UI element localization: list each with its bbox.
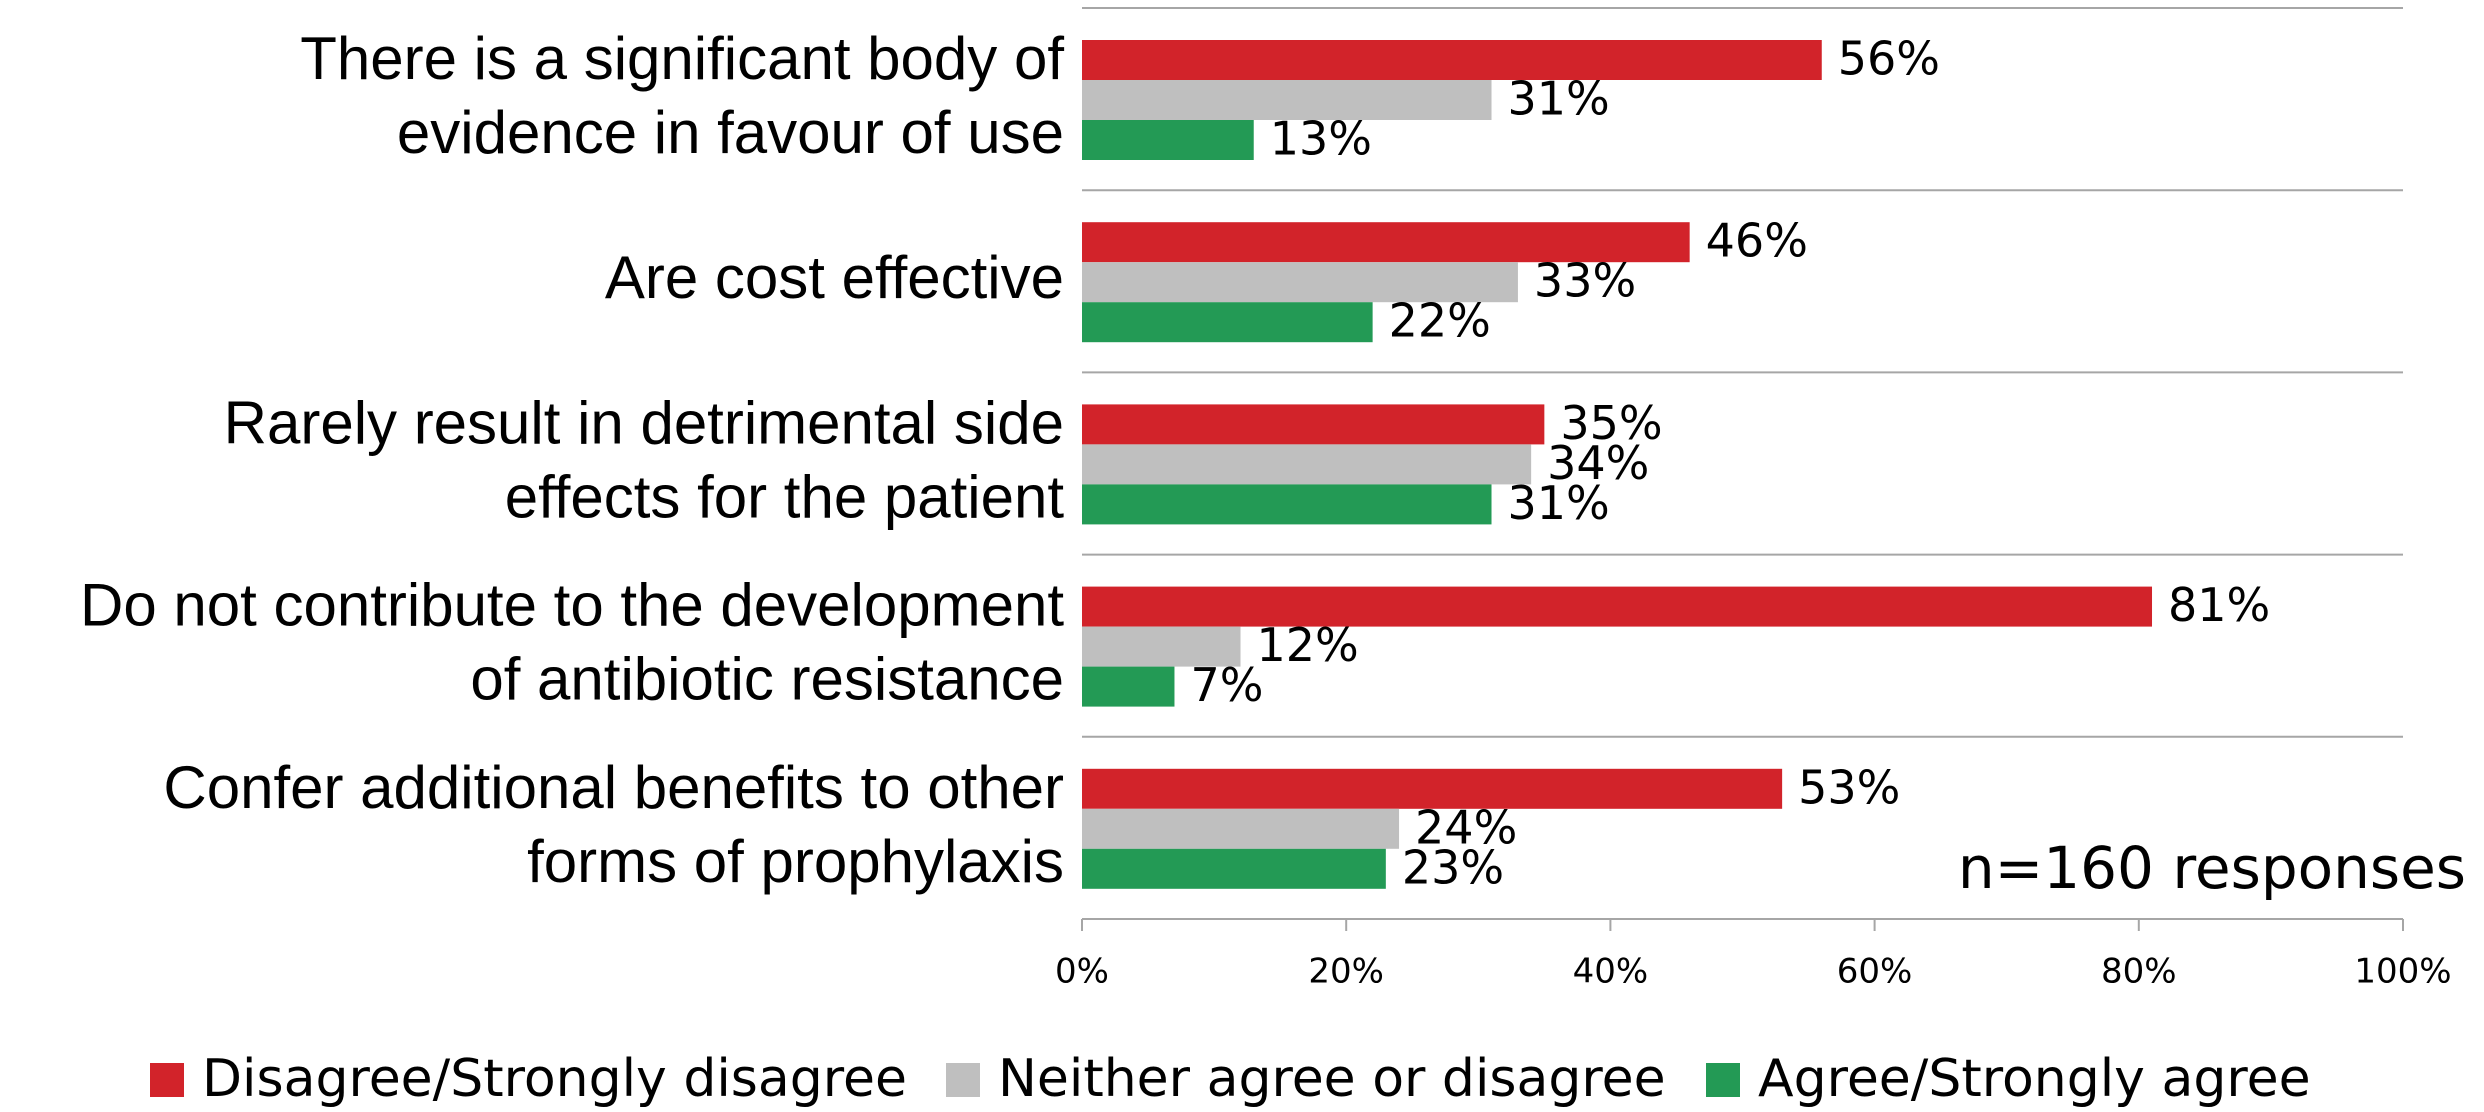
bar <box>1082 80 1492 120</box>
x-tick-label: 0% <box>1055 952 1109 992</box>
bar <box>1082 484 1492 525</box>
legend-label: Neither agree or disagree <box>998 1049 1666 1109</box>
value-label: 81% <box>2168 578 2270 632</box>
value-label: 7% <box>1190 658 1263 712</box>
value-label: 24% <box>1415 800 1517 854</box>
value-label: 13% <box>1270 112 1372 166</box>
value-label: 46% <box>1706 214 1808 268</box>
x-tick-label: 40% <box>1573 952 1649 992</box>
bar <box>1082 808 1400 849</box>
legend-swatch <box>1706 1063 1740 1097</box>
y-tick-label: Rarely result in detrimental side effects… <box>224 389 1065 530</box>
bar <box>1082 120 1254 160</box>
value-label: 35% <box>1560 396 1662 450</box>
bar <box>1082 666 1175 707</box>
bar <box>1082 222 1690 263</box>
bar <box>1082 626 1241 667</box>
bar <box>1082 768 1783 809</box>
bar <box>1082 262 1518 303</box>
x-tick-label: 20% <box>1308 952 1384 992</box>
bar <box>1082 848 1386 889</box>
y-tick-label: There is a significant body of evidence i… <box>300 25 1064 166</box>
value-label: 23% <box>1402 840 1504 894</box>
value-label: 34% <box>1547 436 1649 490</box>
bar <box>1082 404 1545 445</box>
x-tick-label: 80% <box>2101 952 2177 992</box>
bar <box>1082 444 1532 485</box>
value-label: 53% <box>1798 760 1900 814</box>
legend-swatch <box>150 1063 184 1097</box>
y-tick-label: Are cost effective <box>605 244 1064 311</box>
value-label: 33% <box>1534 254 1636 308</box>
legend-label: Agree/Strongly agree <box>1758 1049 2311 1109</box>
bar <box>1082 40 1822 80</box>
value-label: 56% <box>1838 32 1940 86</box>
legend-swatch <box>946 1063 980 1097</box>
y-tick-label: Do not contribute to the development of a… <box>80 571 1064 712</box>
bar <box>1082 302 1373 343</box>
value-label: 22% <box>1389 294 1491 348</box>
x-tick-label: 100% <box>2354 952 2451 992</box>
annotation: n=160 responses <box>1958 834 2466 902</box>
value-label: 31% <box>1508 72 1610 126</box>
bar <box>1082 586 2153 627</box>
legend-label: Disagree/Strongly disagree <box>202 1049 907 1109</box>
value-label: 12% <box>1257 618 1359 672</box>
y-tick-label: Confer additional benefits to other forms… <box>163 754 1064 895</box>
value-label: 31% <box>1508 476 1610 530</box>
x-tick-label: 60% <box>1837 952 1913 992</box>
